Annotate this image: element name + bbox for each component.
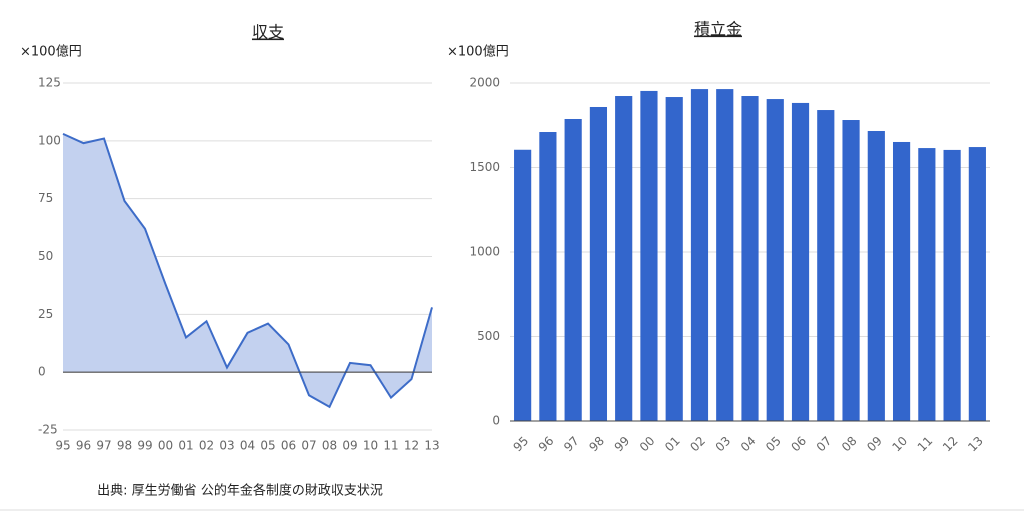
- bar: [867, 130, 885, 421]
- bar: [564, 118, 582, 421]
- source-note: 出典: 厚生労働省 公的年金各制度の財政収支状況: [97, 483, 383, 499]
- x-tick-label: 96: [76, 439, 91, 453]
- bar: [892, 141, 911, 421]
- x-tick-label: 05: [260, 439, 275, 453]
- y-tick-label: 1500: [469, 160, 500, 174]
- x-tick-label: 07: [301, 439, 316, 453]
- x-tick-label: 99: [137, 439, 152, 453]
- y-tick-label: 125: [38, 76, 61, 90]
- bar: [791, 102, 810, 421]
- y-tick-label: 1000: [469, 245, 500, 259]
- y-tick-label: -25: [38, 423, 58, 437]
- x-tick-label: 02: [199, 439, 214, 453]
- bar: [589, 106, 608, 422]
- x-tick-label: 09: [342, 439, 357, 453]
- bar: [539, 132, 557, 421]
- bar: [665, 97, 683, 421]
- unit-label: ×100億円: [20, 44, 82, 60]
- x-tick-label: 01: [178, 439, 193, 453]
- x-tick-label: 97: [96, 439, 111, 453]
- x-tick-label: 13: [424, 439, 439, 453]
- y-tick-label: 50: [38, 249, 53, 263]
- x-tick-label: 11: [383, 439, 398, 453]
- chart-title: 収支: [252, 23, 284, 42]
- y-tick-label: 0: [38, 365, 46, 379]
- bar: [817, 110, 835, 421]
- y-tick-label: 25: [38, 307, 53, 321]
- x-tick-label: 12: [404, 439, 419, 453]
- bar: [716, 89, 734, 422]
- y-tick-label: 75: [38, 191, 53, 205]
- area: [63, 133, 432, 407]
- y-tick-label: 500: [477, 329, 500, 343]
- x-tick-label: 10: [363, 439, 378, 453]
- line: [62, 132, 433, 409]
- bar: [766, 99, 784, 422]
- x-tick-label: 00: [158, 439, 173, 453]
- bar: [640, 90, 658, 422]
- y-tick-label: 2000: [469, 76, 500, 90]
- bar: [690, 89, 709, 422]
- x-tick-label: 95: [55, 439, 70, 453]
- bar: [918, 148, 936, 421]
- bar: [615, 96, 633, 421]
- y-tick-label: 0: [492, 414, 500, 428]
- bar: [514, 149, 532, 421]
- x-tick-label: 03: [219, 439, 234, 453]
- bar: [741, 96, 759, 421]
- chart-title: 積立金: [694, 20, 742, 39]
- x-tick-label: 06: [281, 439, 296, 453]
- bar: [968, 147, 986, 421]
- x-tick-label: 04: [240, 439, 255, 453]
- x-tick-label: 98: [117, 439, 132, 453]
- bar: [943, 149, 961, 421]
- y-tick-label: 100: [38, 133, 61, 147]
- x-tick-label: 08: [322, 439, 337, 453]
- unit-label: ×100億円: [447, 44, 509, 60]
- bar: [842, 120, 860, 422]
